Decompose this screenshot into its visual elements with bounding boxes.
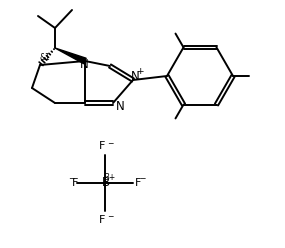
Text: N: N: [131, 69, 139, 83]
Text: N: N: [116, 100, 124, 114]
Text: F: F: [72, 178, 78, 188]
Text: −: −: [69, 175, 75, 184]
Text: −: −: [139, 175, 145, 184]
Text: F: F: [135, 178, 141, 188]
Text: F: F: [99, 141, 105, 151]
Text: −: −: [107, 139, 113, 148]
Text: N: N: [80, 59, 88, 71]
Text: −: −: [107, 212, 113, 221]
Text: F: F: [99, 215, 105, 225]
Polygon shape: [55, 48, 86, 64]
Text: &1: &1: [40, 54, 50, 62]
Text: 3+: 3+: [104, 174, 116, 183]
Text: +: +: [136, 66, 144, 75]
Text: B: B: [102, 177, 110, 189]
